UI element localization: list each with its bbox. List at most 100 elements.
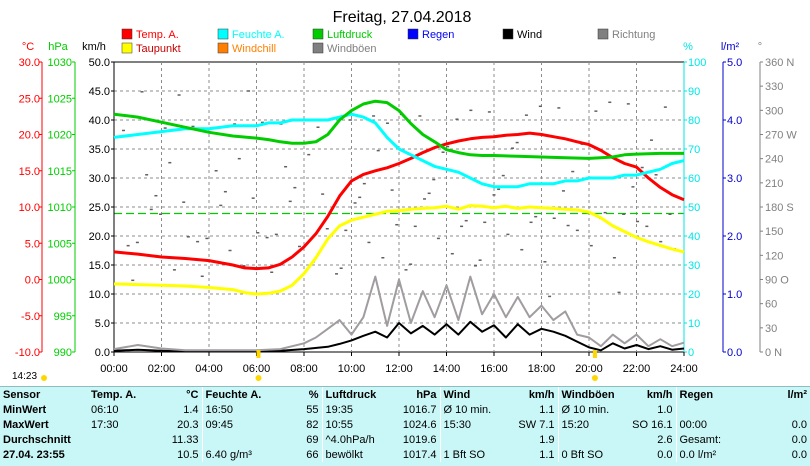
table-cell: 1016.7 — [402, 403, 437, 416]
table-cell: 16:50 — [201, 402, 270, 417]
axis-tick-label-pressure: 1025 — [48, 93, 72, 105]
table-cell: 00:00 — [675, 417, 756, 432]
series-line-luftdruck — [113, 99, 684, 160]
table-cell: 10.5 — [177, 448, 199, 461]
table-cell: 82 — [306, 418, 319, 431]
x-tick-label: 10:00 — [338, 363, 366, 375]
table-cell — [756, 402, 810, 417]
legend-label: Temp. A. — [136, 29, 179, 41]
x-tick-label: 16:00 — [480, 363, 508, 375]
table-cell: 0.0 — [791, 418, 807, 431]
axis-tick-label-pressure: 1000 — [48, 275, 72, 287]
table-cell: Durchschnitt — [3, 433, 71, 446]
table-cell: Gesamt: — [675, 432, 756, 447]
legend-label: Regen — [422, 29, 454, 41]
axis-tick-label-pressure: 1005 — [48, 238, 72, 250]
legend-swatch — [312, 42, 324, 54]
table-cell — [557, 432, 624, 447]
axis-tick-label-wind: 10.0 — [89, 289, 110, 301]
sun-marker — [592, 350, 597, 358]
x-tick-label: 14:00 — [433, 363, 461, 375]
table-cell: 1024.6 — [402, 418, 437, 431]
table-row: 27.04. 23:55 10.5 6.40 g/m³ 66 bewölkt 1017.4… — [0, 447, 810, 462]
x-tick-label: 22:00 — [623, 363, 651, 375]
table-cell: 1 Bft SO — [439, 447, 506, 462]
axis-tick-label-wind: 0.0 — [95, 347, 110, 359]
table-cell: Sensor — [3, 388, 41, 401]
axis-tick-label-pressure: 1030 — [48, 57, 72, 69]
wind-direction-marks — [122, 90, 677, 298]
table-cell: 17:30 — [91, 418, 119, 431]
table-cell: Luftdruck — [321, 387, 388, 402]
table-cell: 0.0 — [791, 448, 807, 461]
series-line-windb-en — [113, 275, 685, 352]
legend-label: Richtung — [612, 29, 655, 41]
axis-tick-label-wind: 25.0 — [89, 202, 110, 214]
table-cell: 1.1 — [539, 403, 555, 416]
axis-tick-label-pressure: 995 — [54, 311, 72, 323]
table-cell: 15:20 — [557, 417, 624, 432]
axis-tick-label-humidity: 80 — [688, 115, 700, 127]
table-cell: 0.0 — [657, 448, 673, 461]
x-tick-label: 04:00 — [195, 363, 223, 375]
axis-tick-label-wind: 45.0 — [89, 86, 110, 98]
axis-tick-label-temp: 20.0 — [19, 130, 40, 142]
legend-swatch — [407, 28, 419, 40]
table-cell: Ø 10 min. — [439, 402, 506, 417]
x-tick-label: 20:00 — [575, 363, 603, 375]
table-cell: km/h — [528, 388, 555, 401]
sun-markers — [41, 350, 598, 381]
axis-tick-label-rain: 4.0 — [727, 115, 742, 127]
x-tick-label: 24:00 — [670, 363, 698, 375]
table-cell: 1017.4 — [402, 448, 437, 461]
table-cell: Regen — [675, 387, 756, 402]
axis-tick-label-temp: 25.0 — [19, 93, 40, 105]
series-line-taupunkt — [113, 204, 685, 296]
axis-unit-wind: km/h — [82, 41, 106, 53]
legend-label: Luftdruck — [327, 29, 373, 41]
table-header-row: Sensor Temp. A. °C Feuchte A.% Luftdruck hPa W… — [0, 387, 810, 402]
table-cell — [439, 432, 506, 447]
table-cell: 0.0 — [791, 433, 807, 446]
legend-label: Windchill — [232, 43, 276, 55]
series-line-feuchte-a- — [113, 112, 685, 189]
sun-dot — [591, 375, 598, 381]
legend-label: Wind — [517, 29, 542, 41]
table-cell: SO 16.1 — [632, 418, 673, 431]
axis-unit-temp: °C — [22, 41, 34, 53]
table-cell: 2.6 — [657, 433, 673, 446]
sun-marker — [256, 350, 261, 358]
axis-tick-label-direction: 360 N — [765, 57, 794, 69]
table-cell: 10:55 — [321, 417, 388, 432]
axis-tick-label-humidity: 60 — [688, 173, 700, 185]
axis-tick-label-rain: 2.0 — [727, 231, 742, 243]
axis-tick-label-wind: 30.0 — [89, 173, 110, 185]
table-cell: Ø 10 min. — [557, 402, 624, 417]
table-cell: 6.40 g/m³ — [201, 447, 270, 462]
axis-tick-label-pressure: 990 — [54, 347, 72, 359]
sun-dot — [41, 375, 47, 381]
table-cell — [201, 432, 270, 447]
table-cell: 1.4 — [183, 403, 199, 416]
table-cell: km/h — [646, 388, 673, 401]
axis-unit-rain: l/m² — [721, 41, 740, 53]
x-axis-ticks: 00:00 02:00 04:00 06:00 08:00 10:00 12:00 14:00… — [100, 352, 698, 375]
axis-tick-label-direction: 180 S — [765, 202, 794, 214]
table-cell: 0.0 l/m² — [675, 447, 756, 462]
axis-tick-label-humidity: 50 — [688, 202, 700, 214]
table-cell: 66 — [306, 448, 319, 461]
axis-tick-label-temp: 5.0 — [25, 238, 40, 250]
axis-tick-label-pressure: 1020 — [48, 130, 72, 142]
table-cell — [88, 432, 150, 447]
table-cell: 06:10 — [91, 403, 119, 416]
axis-tick-label-temp: -10.0 — [15, 347, 40, 359]
axis-tick-label-rain: 3.0 — [727, 173, 742, 185]
axis-tick-label-humidity: 70 — [688, 144, 700, 156]
axis-tick-label-temp: -5.0 — [21, 311, 40, 323]
axis-tick-label-wind: 20.0 — [89, 231, 110, 243]
axis-tick-label-direction: 0 N — [765, 347, 782, 359]
table-cell — [88, 447, 150, 462]
table-cell: 09:45 — [201, 417, 270, 432]
table-cell: MinWert — [3, 403, 47, 416]
axis-tick-label-direction: 270 W — [765, 130, 797, 142]
